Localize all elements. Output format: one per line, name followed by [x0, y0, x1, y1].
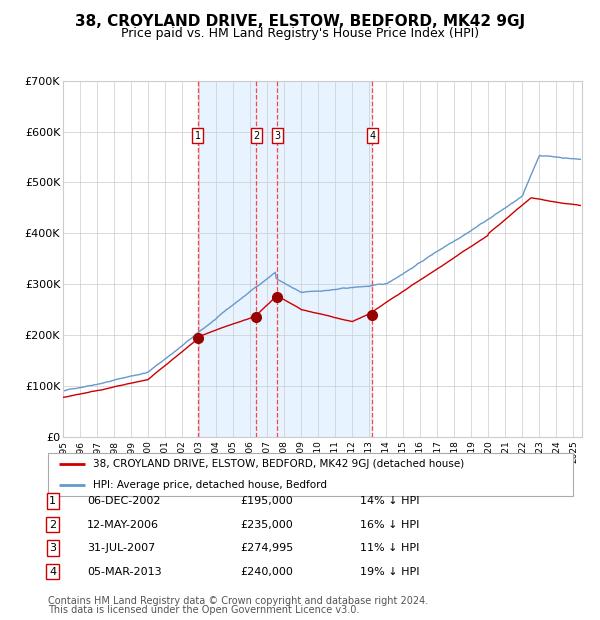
Text: 3: 3 [49, 543, 56, 553]
Text: 16% ↓ HPI: 16% ↓ HPI [360, 520, 419, 529]
Text: 31-JUL-2007: 31-JUL-2007 [87, 543, 155, 553]
Text: Contains HM Land Registry data © Crown copyright and database right 2024.: Contains HM Land Registry data © Crown c… [48, 596, 428, 606]
FancyBboxPatch shape [48, 453, 573, 496]
Text: HPI: Average price, detached house, Bedford: HPI: Average price, detached house, Bedf… [92, 480, 326, 490]
Text: £235,000: £235,000 [240, 520, 293, 529]
Text: £240,000: £240,000 [240, 567, 293, 577]
Text: 2: 2 [49, 520, 56, 529]
Text: 14% ↓ HPI: 14% ↓ HPI [360, 496, 419, 506]
Text: 2: 2 [253, 131, 259, 141]
Text: 38, CROYLAND DRIVE, ELSTOW, BEDFORD, MK42 9GJ: 38, CROYLAND DRIVE, ELSTOW, BEDFORD, MK4… [75, 14, 525, 29]
Text: Price paid vs. HM Land Registry's House Price Index (HPI): Price paid vs. HM Land Registry's House … [121, 27, 479, 40]
Text: £274,995: £274,995 [240, 543, 293, 553]
Text: 19% ↓ HPI: 19% ↓ HPI [360, 567, 419, 577]
Text: 3: 3 [274, 131, 280, 141]
Text: 11% ↓ HPI: 11% ↓ HPI [360, 543, 419, 553]
Text: 4: 4 [369, 131, 375, 141]
Text: 4: 4 [49, 567, 56, 577]
Text: 06-DEC-2002: 06-DEC-2002 [87, 496, 161, 506]
Text: 1: 1 [195, 131, 201, 141]
Text: 38, CROYLAND DRIVE, ELSTOW, BEDFORD, MK42 9GJ (detached house): 38, CROYLAND DRIVE, ELSTOW, BEDFORD, MK4… [92, 459, 464, 469]
Text: 1: 1 [49, 496, 56, 506]
Text: 12-MAY-2006: 12-MAY-2006 [87, 520, 159, 529]
Text: 05-MAR-2013: 05-MAR-2013 [87, 567, 161, 577]
Bar [198, 81, 372, 437]
Text: £195,000: £195,000 [240, 496, 293, 506]
Text: This data is licensed under the Open Government Licence v3.0.: This data is licensed under the Open Gov… [48, 605, 359, 615]
